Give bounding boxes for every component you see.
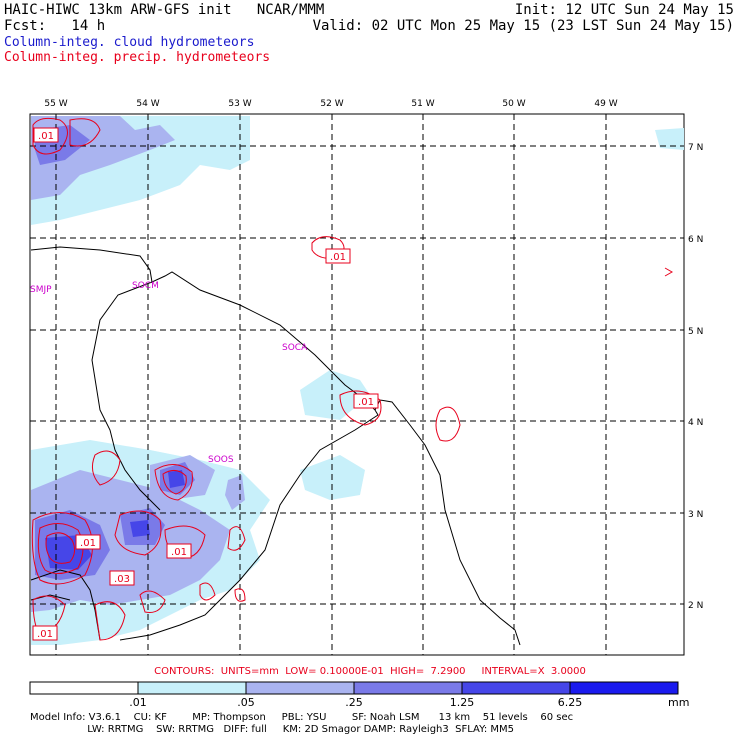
- svg-text:.01: .01: [80, 538, 96, 549]
- lon-label: 55 W: [44, 99, 67, 109]
- colorbar: [29, 681, 679, 695]
- colorbar-label: .01: [129, 696, 147, 709]
- colorbar-segment: [461, 681, 571, 695]
- lat-label: 3 N: [688, 510, 703, 520]
- svg-text:.01: .01: [330, 252, 346, 263]
- lat-label: 6 N: [688, 235, 703, 245]
- lon-label: 52 W: [320, 99, 343, 109]
- colorbar-segment: [29, 681, 139, 695]
- colorbar-segment: [353, 681, 463, 695]
- header-fcst: Fcst: 14 h: [4, 18, 106, 34]
- header-title: HAIC-HIWC 13km ARW-GFS init NCAR/MMM: [4, 2, 325, 18]
- lat-lon-grid: [30, 114, 684, 655]
- contour-label-1: .01: [33, 127, 59, 143]
- lon-label: 51 W: [411, 99, 434, 109]
- contours-info: CONTOURS: UNITS=mm LOW= 0.10000E-01 HIGH…: [154, 666, 586, 677]
- lat-label: 2 N: [688, 601, 703, 611]
- contour-label-2: .01: [325, 248, 351, 264]
- colorbar-label: .25: [345, 696, 363, 709]
- contour-label-7: .01: [32, 625, 58, 641]
- colorbar-label: 6.25: [557, 696, 583, 709]
- contour-label-6: .01: [166, 543, 192, 559]
- station-soca: SOCA: [282, 343, 308, 353]
- header-init: Init: 12 UTC Sun 24 May 15: [514, 2, 734, 18]
- colorbar-units: mm: [668, 696, 690, 709]
- svg-text:.01: .01: [171, 547, 187, 558]
- svg-text:.03: .03: [114, 574, 130, 585]
- header-valid: Valid: 02 UTC Mon 25 May 15 (23 LST Sun …: [312, 18, 734, 34]
- lat-label: 7 N: [688, 143, 703, 153]
- lon-label: 54 W: [136, 99, 159, 109]
- contour-label-5: .03: [109, 570, 135, 586]
- contour-label-3: .01: [353, 393, 379, 409]
- model-info-line1: Model Info: V3.6.1 CU: KF MP: Thompson P…: [30, 712, 574, 723]
- station-soos: SOOS: [208, 455, 234, 465]
- legend-precip: Column-integ. precip. hydrometeors: [4, 50, 271, 65]
- lon-label: 49 W: [594, 99, 617, 109]
- lat-label: 4 N: [688, 418, 703, 428]
- colorbar-segment: [245, 681, 355, 695]
- colorbar-label: .05: [237, 696, 255, 709]
- model-info-line2: LW: RRTMG SW: RRTMG DIFF: full KM: 2D Sm…: [30, 724, 515, 735]
- lon-label: 53 W: [228, 99, 251, 109]
- legend-cloud: Column-integ. cloud hydrometeors: [4, 35, 255, 50]
- svg-text:.01: .01: [38, 131, 54, 142]
- colorbar-segment: [137, 681, 247, 695]
- station-smjp: SMJP: [30, 285, 52, 295]
- lat-label: 5 N: [688, 327, 703, 337]
- contour-label-4: .01: [75, 534, 101, 550]
- station-socm: SOCM: [132, 281, 159, 291]
- precip-contours: [31, 117, 674, 641]
- colorbar-segment: [569, 681, 679, 695]
- lon-label: 50 W: [502, 99, 525, 109]
- colorbar-label: 1.25: [449, 696, 475, 709]
- svg-text:.01: .01: [358, 397, 374, 408]
- svg-text:.01: .01: [37, 629, 53, 640]
